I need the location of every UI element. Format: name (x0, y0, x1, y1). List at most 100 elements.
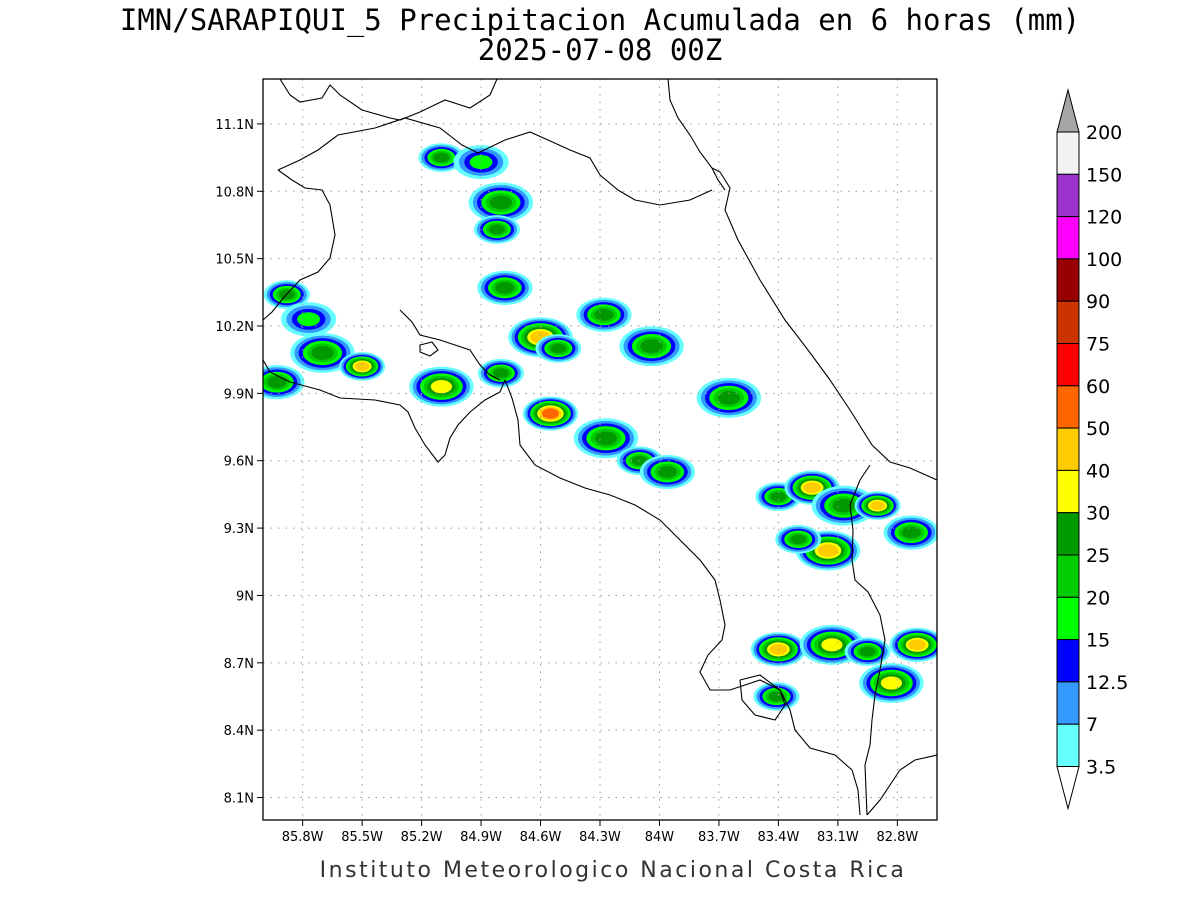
colorbar-label: 3.5 (1086, 757, 1116, 779)
lat-tick-label: 9.6N (224, 455, 254, 470)
lon-tick-label: 84.3W (579, 830, 621, 845)
lat-tick-label: 8.4N (224, 724, 254, 739)
colorbar-swatch (1056, 427, 1080, 471)
panama-pacific-coast (866, 754, 937, 816)
precip-cell (854, 491, 901, 520)
precip-contour-25 (657, 466, 678, 478)
panama-border (849, 464, 886, 816)
colorbar-label: 30 (1086, 503, 1110, 525)
precip-contour-25 (768, 691, 785, 702)
colorbar-label: 150 (1086, 164, 1122, 186)
colorbar-swatch (1056, 723, 1080, 768)
precip-contour-30 (821, 638, 843, 652)
precip-contour-40 (354, 361, 370, 371)
colorbar-label: 20 (1086, 587, 1110, 609)
precip-contour-25 (489, 195, 513, 210)
lon-tick-label: 83.7W (698, 830, 740, 845)
colorbar-top-arrow (1056, 88, 1080, 133)
coastline-borders (263, 79, 937, 816)
colorbar-bottom-arrow (1056, 766, 1080, 811)
precip-contour-40 (908, 639, 926, 651)
precip-contour-25 (594, 308, 614, 321)
colorbar-label: 75 (1086, 334, 1110, 356)
precip-cell (753, 682, 800, 711)
caribbean-coast-costa-rica (711, 167, 937, 481)
precip-cell (811, 485, 877, 526)
colorbar-label: 90 (1086, 291, 1110, 313)
colorbar-swatch (1056, 512, 1080, 556)
lon-tick-label: 84.9W (460, 830, 502, 845)
nicoya-peninsula-coast (263, 359, 506, 463)
lon-tick-label: 82.8W (876, 830, 918, 845)
colorbar-swatch (1056, 343, 1080, 387)
lon-tick-label: 84W (645, 830, 675, 845)
precip-contour-25 (717, 390, 741, 405)
precip-contour-30 (880, 676, 903, 690)
gulf-chiriqui-island (419, 341, 439, 357)
gulf-of-nicoya-coast (399, 309, 501, 381)
lat-tick-label: 11.1N (215, 118, 254, 133)
precip-cell (409, 366, 474, 407)
precip-contour-25 (495, 281, 515, 294)
precip-cell (418, 143, 465, 172)
map-subtitle-date: 2025-07-08 00Z (478, 33, 722, 67)
precip-contour-25 (433, 152, 450, 163)
precip-contour-25 (492, 368, 509, 379)
colorbar-swatch (1056, 258, 1080, 302)
colorbar-swatch (1056, 385, 1080, 429)
colorbar-label: 60 (1086, 376, 1110, 398)
precip-cell (473, 215, 520, 244)
osa-peninsula-coast (739, 674, 786, 721)
nicaragua-costa-rica-border (277, 117, 713, 206)
precip-cell (477, 270, 533, 305)
precip-cell (522, 396, 579, 431)
lon-tick-label: 84.6W (520, 830, 562, 845)
precip-cell (639, 454, 696, 490)
lon-tick-label: 83.1W (817, 830, 859, 845)
precip-cell (477, 358, 524, 388)
colorbar-label: 50 (1086, 418, 1110, 440)
colorbar-label: 120 (1086, 207, 1122, 229)
precip-contour-40 (870, 501, 885, 511)
precip-contour-25 (770, 491, 787, 502)
precip-cell (775, 525, 822, 554)
colorbar-swatch (1056, 596, 1080, 641)
precip-contour-40 (817, 544, 839, 557)
precip-cell (889, 627, 937, 662)
precip-contour-25 (267, 376, 287, 389)
lat-tick-label: 10.2N (215, 320, 254, 335)
precip-cell (280, 302, 337, 337)
colorbar-swatch (1056, 681, 1080, 725)
longitude-axis: 85.8W 85.5W 85.2W 84.9W 84.6W 84.3W 84W 83.7W 83… (282, 820, 918, 845)
lon-tick-label: 85.8W (282, 830, 324, 845)
colorbar-swatch (1056, 216, 1080, 260)
lon-tick-label: 83.4W (758, 830, 800, 845)
precip-contour-40 (803, 482, 821, 494)
precip-cell (339, 352, 386, 381)
precip-cell (799, 624, 865, 665)
precip-contour-25 (859, 646, 876, 657)
precip-contour-25 (550, 343, 567, 354)
guanacaste-pacific-coast (263, 169, 336, 321)
colorbar-swatch (1056, 173, 1080, 218)
precip-cell (290, 332, 355, 373)
lat-tick-label: 9.9N (224, 387, 254, 402)
precip-cell (844, 637, 891, 666)
colorbar-swatch (1056, 131, 1080, 175)
latitude-axis: 11.1N 10.8N 10.5N 10.2N 9.9N 9.6N 9.3N 9N 8.7N 8.… (215, 118, 263, 807)
precip-cell (619, 326, 684, 367)
precip-cell (263, 365, 305, 400)
precip-cell (535, 334, 582, 363)
precip-cell (573, 418, 639, 459)
lat-tick-label: 9N (236, 589, 254, 604)
lat-tick-label: 9.3N (224, 522, 254, 537)
lat-tick-label: 10.8N (215, 185, 254, 200)
colorbar-label: 100 (1086, 249, 1122, 271)
central-pacific-coast (504, 379, 861, 816)
precip-contour-25 (640, 339, 663, 354)
precipitation-field (263, 143, 937, 711)
colorbar-label: 200 (1086, 122, 1122, 144)
colorbar-swatch (1056, 639, 1080, 683)
colorbar-legend: 200 150 120 100 90 75 60 50 40 30 25 20 15 12.5 7 3.5 (1056, 88, 1128, 811)
